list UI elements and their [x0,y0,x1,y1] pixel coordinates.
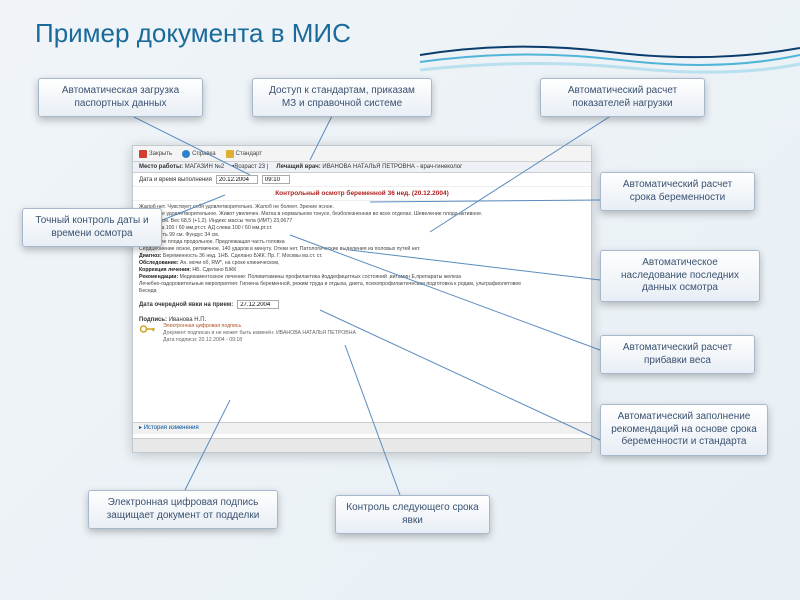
standard-icon [226,150,234,158]
mis-document-screenshot: Закрыть Справка Стандарт Место работы: М… [132,145,592,453]
exam-body: Жалоб нет. Чувствует себя удовлетворител… [133,201,591,298]
close-button[interactable]: Закрыть [139,150,172,158]
toolbar: Закрыть Справка Стандарт [133,146,591,162]
callout-passport: Автоматическая загрузка паспортных данны… [38,78,203,117]
callout-standards: Доступ к стандартам, приказам МЗ и справ… [252,78,432,117]
exam-date-input[interactable] [216,175,258,184]
key-icon [139,323,157,335]
callout-nextvisit: Контроль следующего срока явки [335,495,490,534]
slide-title: Пример документа в МИС [0,0,800,49]
callout-pregnancy: Автоматический расчет срока беременности [600,172,755,211]
callout-signature: Электронная цифровая подпись защищает до… [88,490,278,529]
next-date-input[interactable] [237,300,279,309]
callout-load: Автоматический расчет показателей нагруз… [540,78,705,117]
status-bar [133,438,591,452]
signature-block: Подпись: Иванова Н.П. Электронная цифров… [133,315,591,345]
exam-time-input[interactable] [262,175,290,184]
callout-datetime: Точный контроль даты и времени осмотра [22,208,162,247]
date-time-row: Дата и время выполнения [133,173,591,187]
callout-inherit: Автоматическое наследование последних да… [600,250,760,302]
next-visit-row: Дата очередной явки на прием: [133,298,591,311]
callout-weight: Автоматический расчет прибавки веса [600,335,755,374]
patient-header: Место работы: МАГАЗИН №2 •Возраст 23 | Л… [133,162,591,173]
standard-button[interactable]: Стандарт [226,150,262,158]
history-bar[interactable]: ▸ История изменения [133,422,591,434]
exam-title: Контрольный осмотр беременной 36 нед. (2… [133,187,591,201]
callout-recommend: Автоматический заполнение рекомендаций н… [600,404,768,456]
help-button[interactable]: Справка [182,150,216,158]
help-icon [182,150,190,158]
close-icon [139,150,147,158]
